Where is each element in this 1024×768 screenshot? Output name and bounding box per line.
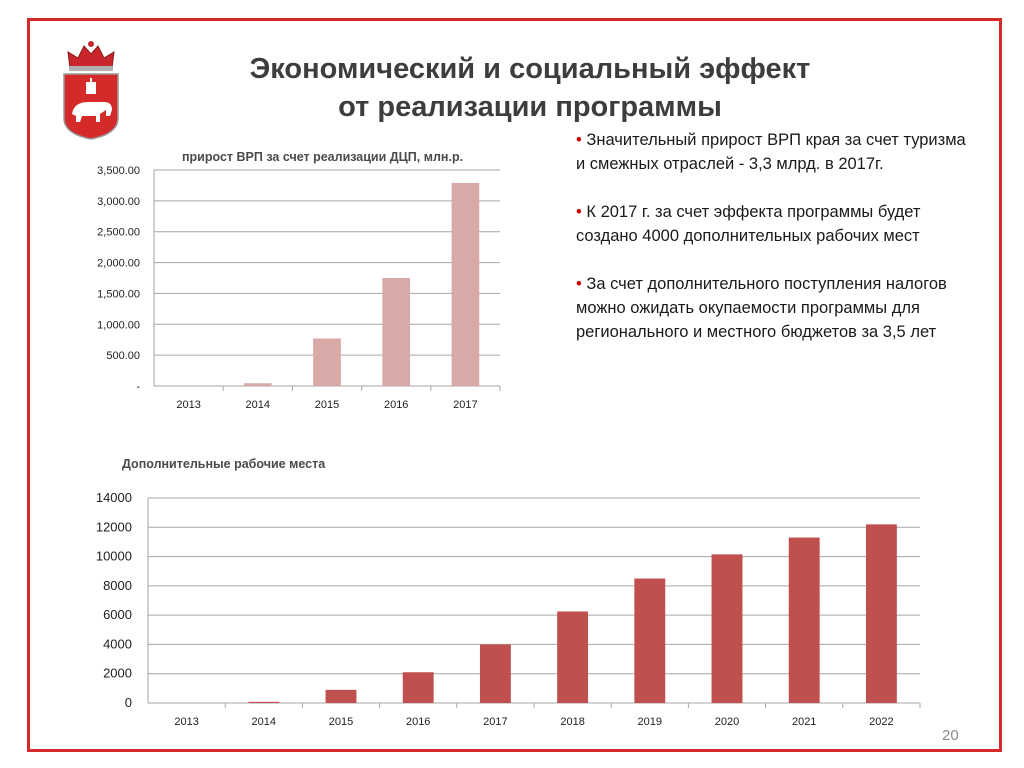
x-tick-label: 2015 — [315, 399, 339, 411]
y-tick-label: 14000 — [96, 490, 132, 505]
coat-of-arms-icon — [63, 41, 119, 140]
y-tick-label: - — [136, 381, 140, 393]
y-tick-label: 8000 — [103, 578, 132, 593]
bar — [313, 338, 341, 386]
bar — [634, 578, 666, 703]
x-tick-label: 2013 — [176, 399, 200, 411]
bar — [248, 701, 280, 703]
bullet-item: • К 2017 г. за счет эффекта программы бу… — [576, 200, 971, 248]
y-tick-label: 1,500.00 — [97, 288, 140, 300]
bullet-item: • За счет дополнительного поступления на… — [576, 272, 971, 344]
bullet-item: • Значительный прирост ВРП края за счет … — [576, 128, 971, 176]
page-number: 20 — [942, 727, 959, 744]
bar — [479, 644, 511, 703]
y-tick-label: 0 — [125, 695, 132, 710]
grp-growth-chart: - 500.00 1,000.00 1,500.00 2,000.00 2,500.00 3… — [97, 165, 501, 411]
bar — [711, 554, 743, 703]
y-tick-label: 12000 — [96, 519, 132, 534]
chart2-title: Дополнительные рабочие места — [122, 457, 326, 471]
slide-frame — [27, 18, 1002, 752]
bullet-dot-icon: • — [576, 275, 587, 293]
chart1-title: прирост ВРП за счет реализации ДЦП, млн.… — [182, 150, 464, 164]
x-tick-label: 2019 — [638, 716, 662, 728]
y-tick-label: 3,000.00 — [97, 196, 140, 208]
x-tick-label: 2017 — [483, 716, 507, 728]
jobs-chart: 0 2000 4000 6000 8000 10000 12000 14000 2013 2014… — [96, 490, 921, 728]
x-tick-label: 2014 — [246, 399, 270, 411]
x-tick-label: 2014 — [252, 716, 276, 728]
x-tick-label: 2021 — [792, 716, 816, 728]
y-tick-label: 2,000.00 — [97, 258, 140, 270]
bullet-dot-icon: • — [576, 131, 587, 149]
bullet-dot-icon: • — [576, 203, 587, 221]
x-tick-label: 2022 — [869, 716, 893, 728]
bullet-text: К 2017 г. за счет эффекта программы буде… — [576, 203, 921, 245]
x-tick-label: 2018 — [560, 716, 584, 728]
bar — [557, 611, 589, 703]
bullet-text: За счет дополнительного поступления нало… — [576, 275, 947, 341]
y-tick-label: 3,500.00 — [97, 165, 140, 177]
bar — [382, 278, 411, 386]
x-tick-label: 2017 — [453, 399, 477, 411]
x-tick-label: 2016 — [406, 716, 430, 728]
y-tick-label: 4000 — [103, 636, 132, 651]
title-line-2: от реализации программы — [338, 91, 722, 123]
y-tick-label: 10000 — [96, 549, 132, 564]
bar — [325, 689, 357, 703]
x-tick-label: 2015 — [329, 716, 353, 728]
y-tick-label: 6000 — [103, 607, 132, 622]
bar — [451, 182, 480, 386]
bar — [243, 383, 272, 386]
bullet-list: • Значительный прирост ВРП края за счет … — [576, 128, 971, 368]
x-tick-label: 2013 — [174, 716, 198, 728]
x-tick-label: 2016 — [384, 399, 408, 411]
y-tick-label: 2,500.00 — [97, 227, 140, 239]
title-line-1: Экономический и социальный эффект — [249, 53, 811, 85]
x-tick-label: 2020 — [715, 716, 739, 728]
bar — [402, 672, 434, 703]
y-tick-label: 2000 — [103, 666, 132, 681]
bar — [865, 524, 897, 703]
bar — [788, 537, 820, 703]
y-tick-label: 500.00 — [106, 350, 140, 362]
bullet-text: Значительный прирост ВРП края за счет ту… — [576, 131, 966, 173]
slide-title: Экономический и социальный эффект от реа… — [180, 50, 880, 126]
y-tick-label: 1,000.00 — [97, 319, 140, 331]
